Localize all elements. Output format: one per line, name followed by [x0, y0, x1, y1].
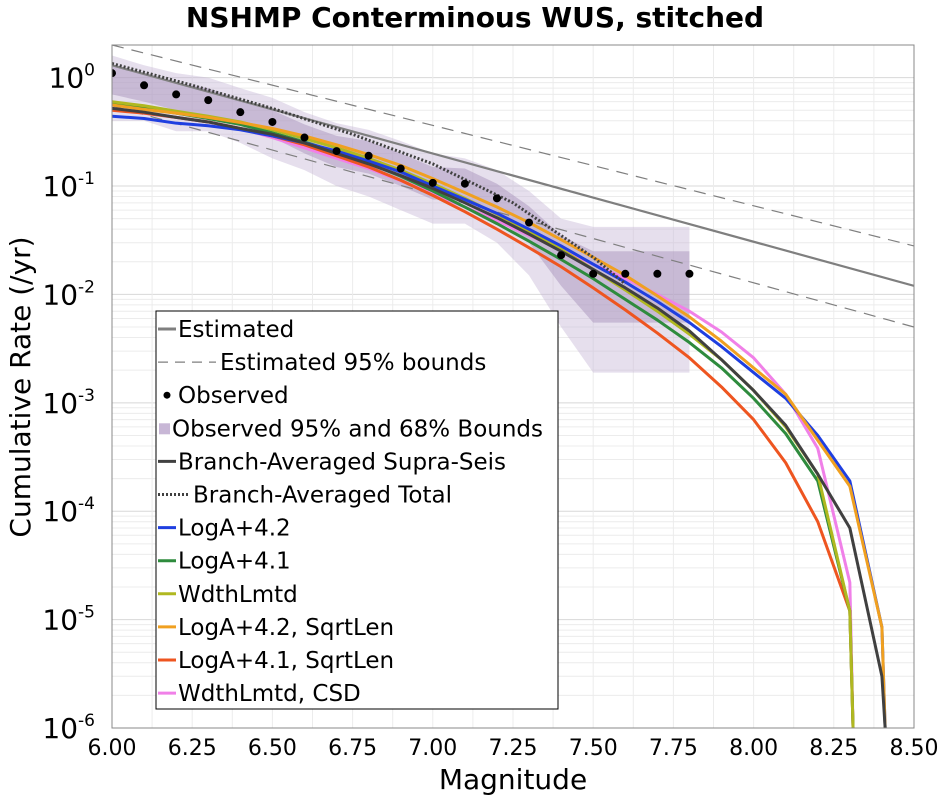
legend-label: Branch-Averaged Supra-Seis [178, 449, 506, 475]
legend-label: WdthLmtd [178, 582, 298, 608]
legend-item: LogA+4.1 [158, 549, 291, 575]
plot-area [112, 45, 914, 728]
legend-item: Estimated [158, 317, 294, 343]
observed-point [172, 90, 181, 99]
observed-point [621, 269, 630, 278]
observed-point [428, 178, 437, 187]
observed-point [525, 218, 534, 227]
x-tick-label: 6.75 [328, 736, 377, 761]
legend-item: WdthLmtd [158, 582, 298, 608]
x-tick-label: 6.00 [88, 736, 137, 761]
observed-point [140, 81, 149, 90]
y-tick-label: 100 [49, 61, 95, 95]
x-tick-label: 7.75 [649, 736, 698, 761]
x-axis: 6.00 6.25 6.50 6.75 7.00 7.25 7.50 7.75 8.00 8.25… [88, 736, 939, 761]
observed-95-bounds [112, 55, 690, 373]
x-tick-label: 6.25 [168, 736, 217, 761]
estimated-line [112, 64, 914, 287]
legend-label: LogA+4.1 [178, 549, 291, 575]
observed-point [460, 179, 469, 188]
x-tick-label: 8.00 [729, 736, 778, 761]
legend-label: WdthLmtd, CSD [178, 681, 361, 707]
legend-item: LogA+4.2 [158, 516, 291, 542]
legend-box [155, 310, 559, 710]
legend-label: Observed [178, 383, 289, 409]
observed-point [268, 117, 277, 126]
legend-swatch [159, 423, 170, 435]
estimated-upper-bound [112, 45, 914, 247]
observed-point [332, 147, 341, 156]
chart-title: NSHMP Conterminous WUS, stitched [186, 1, 764, 34]
legend-label: Branch-Averaged Total [193, 483, 452, 509]
observed-point [236, 108, 245, 117]
y-tick-label: 10-1 [42, 169, 95, 203]
legend-item: Branch-Averaged Total [158, 483, 452, 509]
x-tick-label: 8.50 [890, 736, 939, 761]
legend-label: Estimated 95% bounds [220, 350, 486, 376]
legend-item: Estimated 95% bounds [158, 350, 486, 376]
legend-label: Observed 95% and 68% Bounds [172, 416, 543, 442]
y-tick-label: 10-5 [42, 603, 95, 637]
x-tick-label: 7.50 [569, 736, 618, 761]
x-tick-label: 6.50 [248, 736, 297, 761]
y-tick-label: 10-6 [42, 711, 95, 745]
observed-point [204, 96, 213, 105]
legend-item: Observed [163, 383, 289, 409]
x-axis-title: Magnitude [439, 763, 587, 796]
observed-point [589, 269, 598, 278]
observed-point [364, 151, 373, 160]
legend-label: LogA+4.2 [178, 516, 291, 542]
legend-item: Branch-Averaged Supra-Seis [158, 449, 506, 475]
y-axis: 100 10-1 10-2 10-3 10-4 10-5 10-6 [42, 61, 95, 745]
legend-item: LogA+4.2, SqrtLen [158, 615, 394, 641]
legend-label: LogA+4.2, SqrtLen [178, 615, 394, 641]
legend-label: LogA+4.1, SqrtLen [178, 648, 394, 674]
observed-point [492, 194, 501, 203]
observed-point [557, 251, 566, 260]
legend-item: LogA+4.1, SqrtLen [158, 648, 394, 674]
x-tick-label: 8.25 [809, 736, 858, 761]
observed-point [396, 164, 405, 173]
legend-item: Observed 95% and 68% Bounds [159, 416, 543, 442]
series-line-loga-4-2-sqrtlen [112, 103, 887, 728]
series-line-branch-averaged-total [112, 62, 627, 286]
legend: Estimated Estimated 95% bounds Observed Obs… [155, 310, 559, 710]
y-tick-label: 10-2 [42, 277, 95, 311]
plot-frame [111, 44, 915, 729]
legend-item: WdthLmtd, CSD [158, 681, 361, 707]
series-line-branch-averaged-supra-seis [112, 106, 887, 728]
observed-point [685, 269, 694, 278]
observed-point [653, 269, 662, 278]
legend-label: Estimated [178, 317, 294, 343]
y-tick-label: 10-3 [42, 386, 95, 420]
legend-swatch [163, 391, 171, 399]
x-tick-label: 7.25 [489, 736, 538, 761]
x-tick-label: 7.00 [408, 736, 457, 761]
observed-point [300, 133, 309, 142]
series-line-loga-4-1 [112, 101, 855, 728]
observed-point [112, 69, 116, 78]
y-axis-title: Cumulative Rate (/yr) [4, 236, 37, 537]
y-tick-label: 10-4 [42, 494, 95, 528]
